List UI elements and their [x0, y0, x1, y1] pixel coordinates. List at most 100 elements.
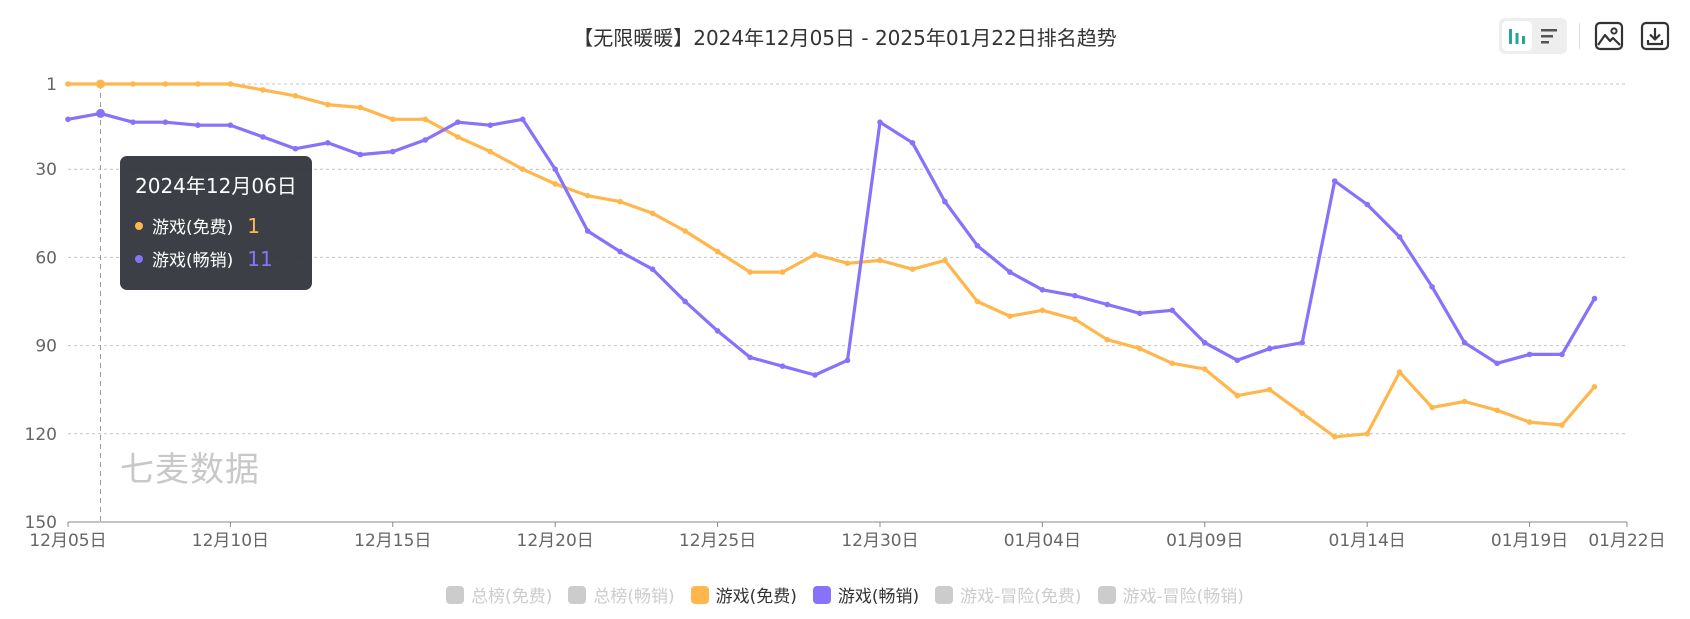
- data-point[interactable]: [877, 119, 883, 125]
- chart-view-button[interactable]: [1502, 21, 1532, 51]
- data-point[interactable]: [1331, 434, 1338, 440]
- legend-item-overall-grossing[interactable]: 总榜(畅销): [568, 582, 675, 607]
- data-point[interactable]: [1104, 336, 1111, 343]
- data-point[interactable]: [96, 79, 105, 89]
- data-point[interactable]: [1526, 419, 1533, 425]
- data-point[interactable]: [1461, 398, 1468, 405]
- data-point[interactable]: [487, 148, 494, 155]
- data-point[interactable]: [487, 122, 494, 128]
- data-point[interactable]: [844, 357, 851, 364]
- data-point[interactable]: [1137, 310, 1143, 317]
- legend-item-overall-free[interactable]: 总榜(免费): [446, 582, 552, 607]
- data-point[interactable]: [942, 257, 948, 264]
- data-point[interactable]: [812, 251, 818, 258]
- data-point[interactable]: [1591, 384, 1598, 390]
- data-point[interactable]: [812, 372, 818, 378]
- legend-item-adventure-free[interactable]: 游戏-冒险(免费): [935, 582, 1082, 607]
- data-point[interactable]: [1559, 422, 1565, 428]
- series-line-1[interactable]: [67, 111, 1596, 377]
- data-point[interactable]: [649, 266, 656, 273]
- data-point[interactable]: [1137, 345, 1143, 352]
- legend-item-games-free[interactable]: 游戏(免费): [690, 582, 797, 607]
- data-point[interactable]: [1266, 345, 1273, 352]
- data-point[interactable]: [747, 354, 753, 361]
- data-point[interactable]: [1234, 392, 1241, 399]
- data-point[interactable]: [325, 101, 331, 108]
- data-point[interactable]: [714, 328, 721, 334]
- data-point[interactable]: [1234, 357, 1241, 364]
- data-point[interactable]: [292, 145, 299, 152]
- data-point[interactable]: [552, 181, 558, 187]
- data-point[interactable]: [1202, 366, 1208, 372]
- data-point[interactable]: [682, 228, 688, 234]
- data-point[interactable]: [942, 198, 948, 205]
- list-view-button[interactable]: [1534, 21, 1564, 51]
- data-point[interactable]: [455, 134, 461, 140]
- data-point[interactable]: [422, 137, 429, 143]
- data-point[interactable]: [584, 228, 591, 234]
- data-point[interactable]: [1007, 313, 1013, 320]
- data-point[interactable]: [552, 166, 558, 172]
- data-point[interactable]: [1494, 407, 1500, 414]
- data-point[interactable]: [65, 81, 71, 87]
- data-point[interactable]: [162, 119, 169, 125]
- data-point[interactable]: [1299, 339, 1305, 346]
- data-point[interactable]: [1169, 307, 1176, 314]
- data-point[interactable]: [1396, 234, 1403, 240]
- data-point[interactable]: [195, 122, 201, 128]
- legend-item-games-grossing[interactable]: 游戏(畅销): [812, 582, 919, 607]
- data-point[interactable]: [130, 81, 136, 87]
- data-point[interactable]: [714, 248, 721, 255]
- series-line-0[interactable]: [68, 82, 1596, 439]
- data-point[interactable]: [1461, 339, 1468, 346]
- data-point[interactable]: [1039, 287, 1046, 293]
- data-point[interactable]: [455, 119, 461, 125]
- data-point[interactable]: [1072, 316, 1078, 323]
- data-point[interactable]: [974, 298, 981, 305]
- data-point[interactable]: [1007, 269, 1013, 275]
- data-point[interactable]: [227, 122, 234, 128]
- data-point[interactable]: [1559, 351, 1565, 358]
- data-point[interactable]: [260, 134, 266, 140]
- data-point[interactable]: [519, 116, 526, 123]
- data-point[interactable]: [909, 266, 916, 273]
- data-point[interactable]: [227, 81, 234, 87]
- data-point[interactable]: [1266, 386, 1273, 393]
- data-point[interactable]: [1494, 360, 1500, 367]
- data-point[interactable]: [1072, 292, 1078, 299]
- data-point[interactable]: [357, 151, 364, 158]
- data-point[interactable]: [422, 116, 429, 123]
- data-point[interactable]: [584, 192, 591, 199]
- data-point[interactable]: [844, 260, 851, 267]
- data-point[interactable]: [292, 93, 299, 99]
- data-point[interactable]: [130, 119, 136, 125]
- data-point[interactable]: [1104, 301, 1111, 308]
- data-point[interactable]: [96, 108, 105, 118]
- data-point[interactable]: [1429, 284, 1435, 290]
- data-point[interactable]: [1299, 410, 1305, 417]
- data-point[interactable]: [1396, 369, 1403, 375]
- data-point[interactable]: [390, 148, 396, 155]
- legend-item-adventure-grossing[interactable]: 游戏-冒险(畅销): [1097, 582, 1244, 607]
- data-point[interactable]: [682, 298, 688, 305]
- data-point[interactable]: [974, 242, 981, 249]
- data-point[interactable]: [617, 248, 623, 255]
- data-point[interactable]: [519, 166, 526, 172]
- data-point[interactable]: [195, 81, 201, 87]
- data-point[interactable]: [1169, 360, 1176, 367]
- data-point[interactable]: [649, 210, 656, 217]
- data-point[interactable]: [1364, 431, 1370, 437]
- save-image-button[interactable]: [1592, 19, 1626, 53]
- data-point[interactable]: [877, 257, 883, 264]
- data-point[interactable]: [1202, 339, 1208, 346]
- data-point[interactable]: [65, 116, 71, 123]
- download-button[interactable]: [1638, 19, 1672, 53]
- data-point[interactable]: [747, 269, 753, 275]
- data-point[interactable]: [325, 140, 331, 146]
- data-point[interactable]: [779, 363, 786, 370]
- data-point[interactable]: [779, 269, 786, 275]
- data-point[interactable]: [1331, 178, 1338, 184]
- data-point[interactable]: [357, 104, 364, 111]
- data-point[interactable]: [1591, 295, 1598, 302]
- data-point[interactable]: [1364, 201, 1370, 208]
